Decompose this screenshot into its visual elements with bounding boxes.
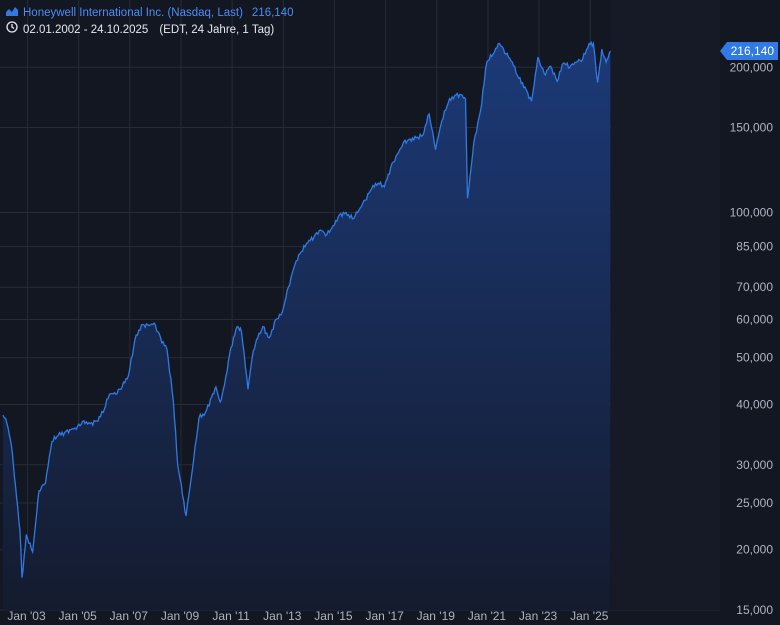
last-price-tag-group: 216,140 — [720, 42, 778, 61]
y-tick-label: 25,000 — [736, 496, 773, 510]
y-tick-label: 20,000 — [736, 543, 773, 557]
series-area — [2, 40, 611, 610]
x-tick-label: Jan '05 — [59, 609, 98, 623]
series-last-value: 216,140 — [251, 7, 294, 19]
series-title-row[interactable]: Honeywell International Inc. (Nasdaq, La… — [6, 5, 293, 21]
x-tick-label: Jan '11 — [212, 609, 250, 623]
y-tick-label: 50,000 — [736, 351, 773, 365]
y-tick-label: 100,000 — [730, 206, 774, 220]
y-axis: 15,000 20,000 25,000 30,000 40,000 50,000 60,0… — [730, 60, 774, 617]
x-axis: Jan '03 Jan '05 Jan '07 Jan '09 Jan '11 Jan '… — [7, 609, 608, 623]
clock-icon — [6, 21, 18, 38]
x-tick-label: Jan '07 — [110, 609, 149, 623]
y-tick-label: 30,000 — [736, 458, 773, 472]
y-tick-label: 150,000 — [730, 121, 774, 135]
y-tick-label: 60,000 — [736, 313, 773, 327]
x-tick-label: Jan '23 — [519, 609, 558, 623]
price-area-fill — [2, 42, 611, 610]
area-chart-icon — [6, 5, 18, 21]
x-tick-label: Jan '09 — [161, 609, 200, 623]
x-tick-label: Jan '25 — [570, 609, 609, 623]
chart-header: Honeywell International Inc. (Nasdaq, La… — [6, 5, 293, 38]
series-title: Honeywell International Inc. (Nasdaq, La… — [23, 7, 243, 19]
price-series-line — [2, 40, 611, 578]
x-tick-label: Jan '15 — [314, 609, 353, 623]
y-tick-label: 40,000 — [736, 397, 773, 411]
x-tick-label: Jan '13 — [263, 609, 302, 623]
x-tick-label: Jan '21 — [468, 609, 507, 623]
x-tick-label: Jan '03 — [7, 609, 46, 623]
y-tick-label: 85,000 — [736, 240, 773, 254]
x-tick-label: Jan '19 — [417, 609, 456, 623]
y-tick-label: 200,000 — [730, 60, 774, 74]
date-range-row: 02.01.2002 - 24.10.2025 (EDT, 24 Jahre, … — [6, 21, 293, 38]
date-range: 02.01.2002 - 24.10.2025 — [23, 23, 149, 36]
chart-meta: (EDT, 24 Jahre, 1 Tag) — [159, 23, 275, 36]
x-tick-label: Jan '17 — [365, 609, 404, 623]
y-tick-label: 15,000 — [736, 603, 773, 617]
y-tick-label: 70,000 — [736, 280, 773, 294]
last-price-tag — [720, 42, 778, 61]
last-price-label: 216,140 — [731, 44, 775, 58]
